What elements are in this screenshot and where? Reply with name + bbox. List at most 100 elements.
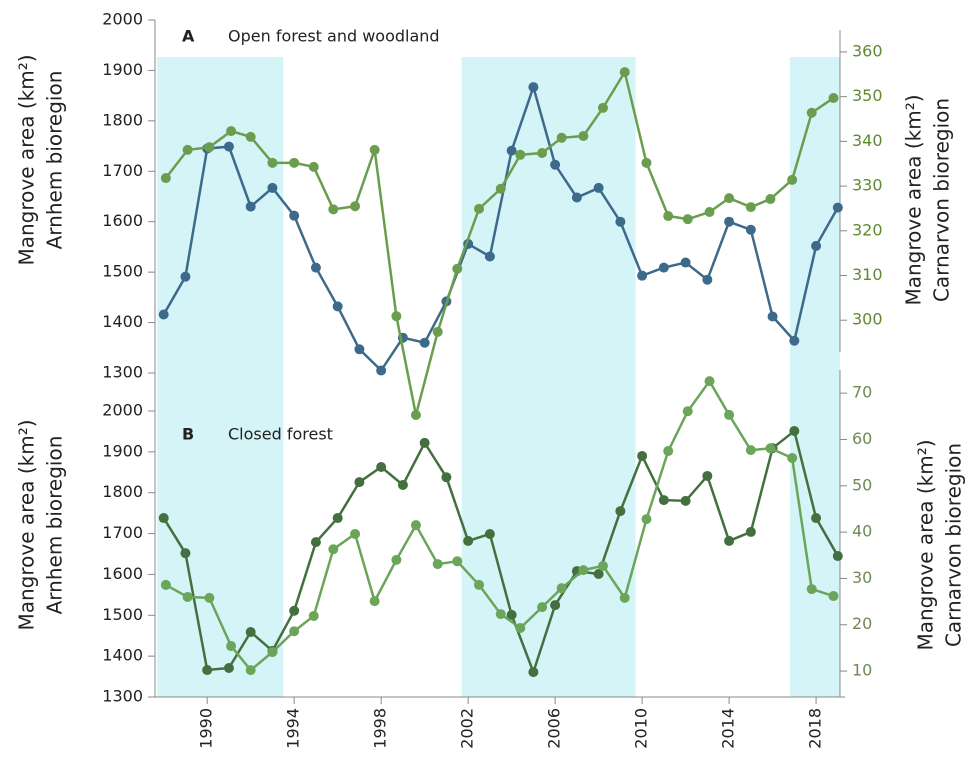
data-point — [658, 495, 669, 506]
data-point — [637, 270, 648, 281]
y2-label: Mangrove area (km²) — [914, 439, 938, 650]
data-point — [704, 207, 715, 218]
y-tick-label: 1500 — [102, 605, 143, 624]
y2-tick-label: 320 — [852, 220, 883, 239]
data-point — [452, 263, 463, 274]
data-point — [724, 409, 735, 420]
data-point — [745, 445, 756, 456]
data-point — [619, 67, 630, 78]
y2-tick-label: 60 — [852, 429, 872, 448]
data-point — [787, 174, 798, 185]
data-point — [369, 596, 380, 607]
y-tick-label: 1700 — [102, 161, 143, 180]
y-tick-label: 1400 — [102, 646, 143, 665]
y2-tick-label: 20 — [852, 614, 872, 633]
data-point — [350, 201, 361, 212]
data-point — [724, 193, 735, 204]
data-point — [724, 216, 735, 227]
data-point — [376, 461, 387, 472]
data-point — [182, 591, 193, 602]
y2-label: Carnarvon bioregion — [942, 443, 966, 647]
data-point — [158, 513, 169, 524]
data-point — [328, 204, 339, 215]
data-point — [641, 157, 652, 168]
data-point — [369, 144, 380, 155]
data-point — [419, 437, 430, 448]
data-point — [528, 82, 539, 93]
data-point — [550, 159, 561, 170]
y2-tick-label: 10 — [852, 661, 872, 680]
x-tick-label: 1990 — [197, 708, 216, 749]
data-point — [484, 528, 495, 539]
data-point — [495, 609, 506, 620]
data-point — [832, 551, 843, 562]
y2-tick-label: 40 — [852, 522, 872, 541]
data-point — [397, 479, 408, 490]
data-point — [332, 513, 343, 524]
y2-tick-label: 340 — [852, 131, 883, 150]
data-point — [658, 262, 669, 273]
data-point — [160, 173, 171, 184]
data-point — [578, 565, 589, 576]
panel-title: Open forest and woodland — [228, 27, 440, 46]
data-point — [506, 609, 517, 620]
data-point — [637, 450, 648, 461]
y2-tick-label: 30 — [852, 568, 872, 587]
data-point — [556, 583, 567, 594]
data-point — [267, 647, 278, 658]
data-point — [765, 194, 776, 205]
x-tick-label: 2006 — [545, 708, 564, 749]
data-point — [828, 93, 839, 104]
y2-tick-label: 310 — [852, 265, 883, 284]
data-point — [515, 622, 526, 633]
y2-tick-label: 360 — [852, 41, 883, 60]
y2-tick-label: 50 — [852, 475, 872, 494]
data-point — [578, 131, 589, 142]
y-tick-label: 2000 — [102, 401, 143, 420]
data-point — [289, 210, 300, 221]
y2-label: Carnarvon bioregion — [930, 98, 954, 302]
data-point — [432, 559, 443, 570]
y-tick-label: 1700 — [102, 523, 143, 542]
y2-tick-label: 350 — [852, 86, 883, 105]
y-tick-label: 1400 — [102, 312, 143, 331]
data-point — [806, 107, 817, 118]
data-point — [245, 627, 256, 638]
panel-letter: A — [182, 27, 195, 46]
data-point — [597, 560, 608, 571]
data-point — [537, 147, 548, 158]
data-point — [419, 337, 430, 348]
data-point — [832, 202, 843, 213]
panel-title: Closed forest — [228, 425, 333, 444]
data-point — [245, 201, 256, 212]
shaded-period — [789, 57, 840, 697]
data-point — [597, 102, 608, 113]
data-point — [663, 446, 674, 457]
data-point — [615, 506, 626, 517]
data-point — [789, 426, 800, 437]
data-point — [180, 271, 191, 282]
data-point — [663, 211, 674, 222]
x-tick-label: 2010 — [632, 708, 651, 749]
y2-tick-label: 70 — [852, 383, 872, 402]
data-point — [289, 626, 300, 637]
y-label: Mangrove area (km²) — [15, 419, 39, 630]
data-point — [724, 535, 735, 546]
x-tick-label: 1994 — [284, 708, 303, 749]
data-point — [474, 579, 485, 590]
data-point — [680, 257, 691, 268]
y-tick-label: 2000 — [102, 10, 143, 29]
data-point — [811, 240, 822, 251]
data-point — [158, 309, 169, 320]
data-point — [767, 311, 778, 322]
x-tick-label: 2002 — [458, 708, 477, 749]
data-point — [310, 537, 321, 548]
data-point — [310, 262, 321, 273]
data-point — [391, 554, 402, 565]
data-point — [571, 192, 582, 203]
data-point — [350, 528, 361, 539]
y-label: Mangrove area (km²) — [15, 54, 39, 265]
data-point — [682, 406, 693, 417]
data-point — [704, 376, 715, 387]
